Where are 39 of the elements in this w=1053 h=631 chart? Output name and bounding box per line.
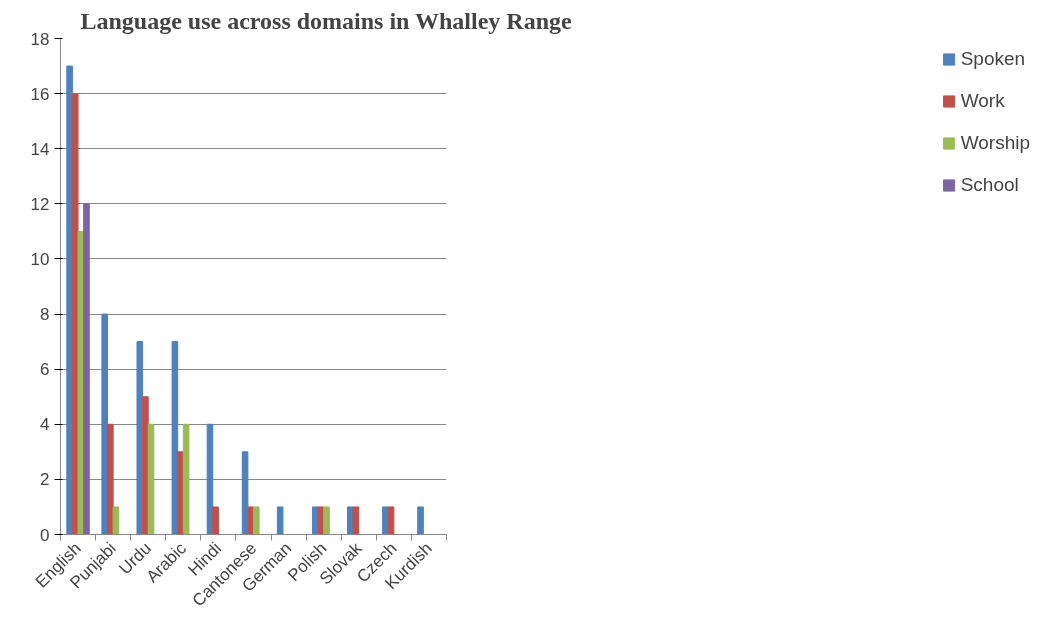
bar	[253, 506, 260, 535]
bar	[387, 506, 395, 535]
bar	[417, 506, 424, 535]
y-tick-label: 6	[40, 360, 50, 380]
y-tick-label: 0	[40, 525, 50, 545]
bar	[182, 423, 190, 535]
bar	[323, 506, 330, 535]
bar	[77, 230, 85, 535]
y-tick-label: 10	[30, 249, 50, 269]
bar	[171, 341, 179, 535]
bar	[276, 506, 284, 535]
bar	[83, 203, 90, 535]
bar	[177, 451, 184, 535]
legend-label: Spoken	[960, 48, 1026, 70]
legend-label: Worship	[960, 132, 1030, 154]
chart-title: Language use across domains in Whalley Range	[80, 7, 573, 34]
bar	[352, 506, 360, 535]
bar	[241, 451, 249, 535]
bar	[317, 506, 325, 535]
y-tick-label: 8	[40, 305, 50, 325]
y-tick-label: 12	[30, 194, 50, 214]
bar	[347, 506, 354, 535]
bar	[112, 506, 120, 535]
bar	[101, 313, 109, 535]
y-tick-label: 2	[40, 470, 50, 490]
legend-label: Work	[960, 90, 1005, 112]
legend-label: School	[960, 174, 1019, 196]
bar	[107, 423, 114, 535]
y-tick-label: 14	[30, 139, 50, 159]
bar	[247, 506, 254, 535]
bar	[147, 423, 155, 535]
y-tick-label: 4	[40, 415, 50, 435]
bar	[136, 341, 144, 535]
bar	[142, 396, 149, 535]
y-tick-label: 18	[30, 29, 50, 49]
bar	[212, 506, 219, 535]
bar	[66, 65, 73, 535]
bar	[382, 506, 389, 535]
y-tick-label: 16	[30, 84, 50, 104]
